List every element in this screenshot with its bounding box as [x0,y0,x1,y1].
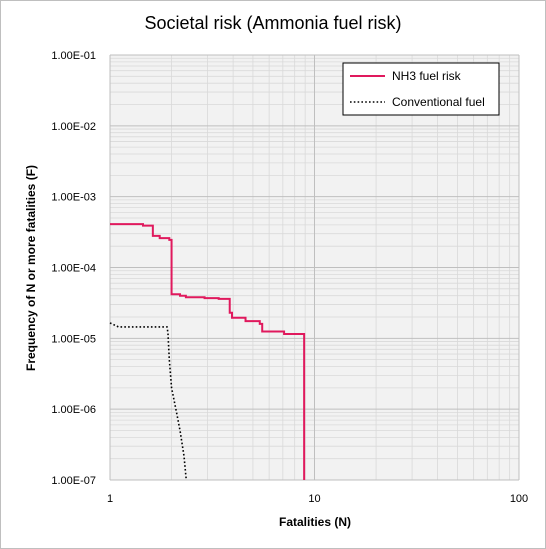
y-tick-label: 1.00E-06 [51,404,96,416]
legend-label-conventional-fuel: Conventional fuel [392,95,485,109]
series-line-nh3-fuel-risk [110,223,306,480]
legend: NH3 fuel risk Conventional fuel [342,62,500,116]
chart-title: Societal risk (Ammonia fuel risk) [144,13,401,33]
x-tick-label: 10 [308,493,320,505]
x-axis-title: Fatalities (N) [279,515,351,529]
series-layer [109,223,306,481]
legend-box [342,62,500,116]
y-tick-label: 1.00E-01 [51,50,96,62]
y-tick-label: 1.00E-02 [51,121,96,133]
y-tick-label: 1.00E-04 [51,263,96,275]
major-gridlines [109,54,520,481]
y-tick-labels: 1.00E-01 1.00E-02 1.00E-03 1.00E-04 1.00E-05… [51,50,96,487]
y-tick-label: 1.00E-03 [51,192,96,204]
x-tick-labels: 1 10 100 [107,493,528,505]
y-tick-label: 1.00E-07 [51,475,96,487]
y-axis-title: Frequency of N or more fatalities (F) [24,165,38,371]
x-tick-label: 100 [510,493,528,505]
series-line-conventional-fuel [109,322,188,481]
y-tick-label: 1.00E-05 [51,333,96,345]
legend-label-nh3-fuel-risk: NH3 fuel risk [392,69,462,83]
x-tick-label: 1 [107,493,113,505]
